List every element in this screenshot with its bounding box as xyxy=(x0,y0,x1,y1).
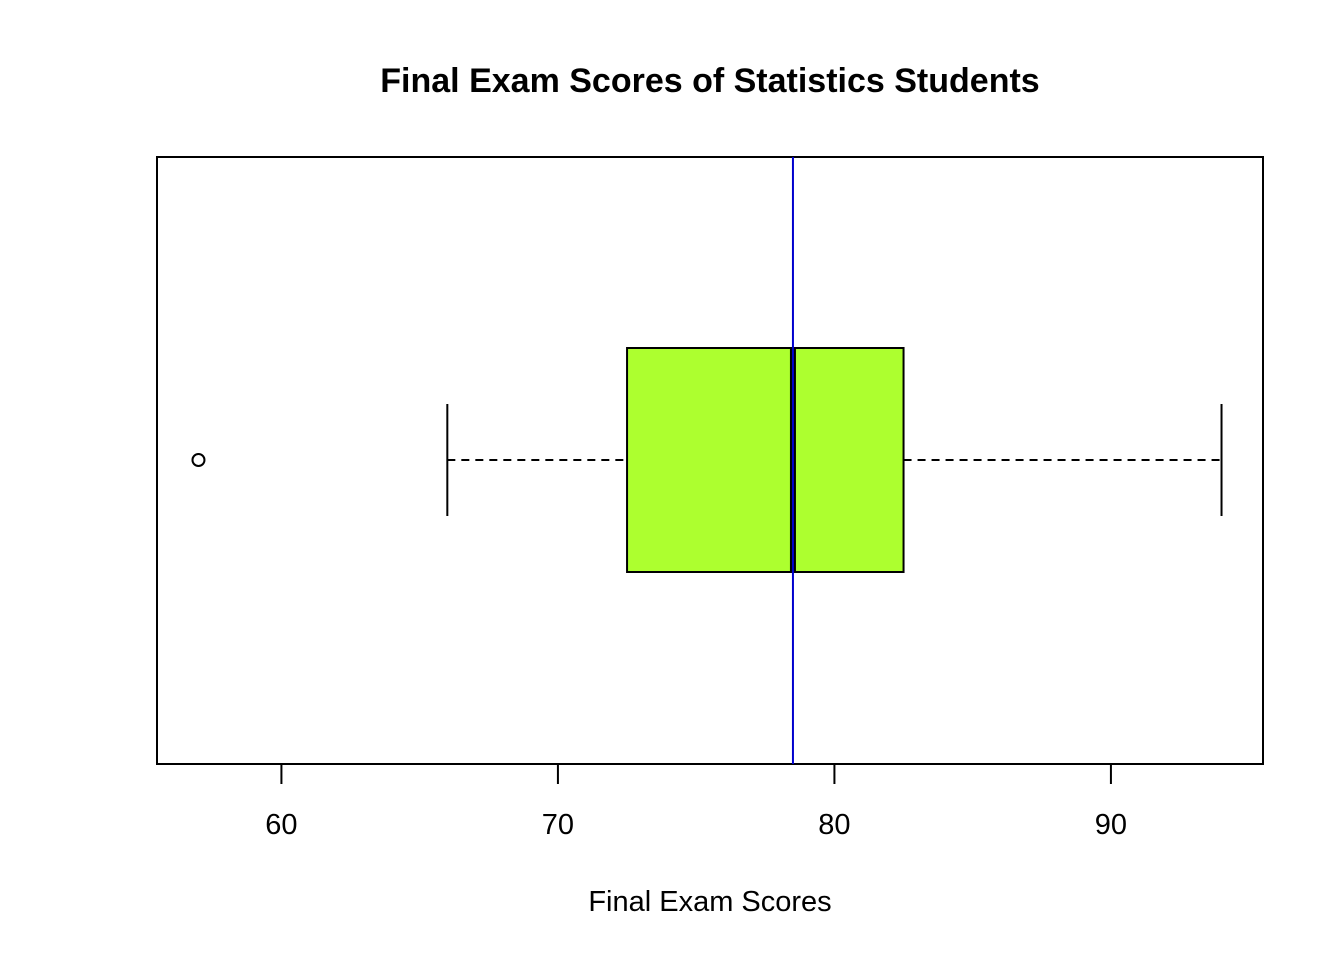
plot-area-frame xyxy=(156,156,1264,765)
outlier-point-0 xyxy=(191,453,206,467)
x-tick-label-70: 70 xyxy=(542,809,574,841)
x-tick-label-90: 90 xyxy=(1095,809,1127,841)
x-tick-label-80: 80 xyxy=(818,809,850,841)
interquartile-box xyxy=(626,347,905,573)
chart-title: Final Exam Scores of Statistics Students xyxy=(380,62,1039,100)
x-tick-label-60: 60 xyxy=(265,809,297,841)
plot-marks xyxy=(191,157,1223,764)
x-axis: 60 70 80 90 xyxy=(265,764,1127,841)
x-axis-label: Final Exam Scores xyxy=(588,886,831,918)
